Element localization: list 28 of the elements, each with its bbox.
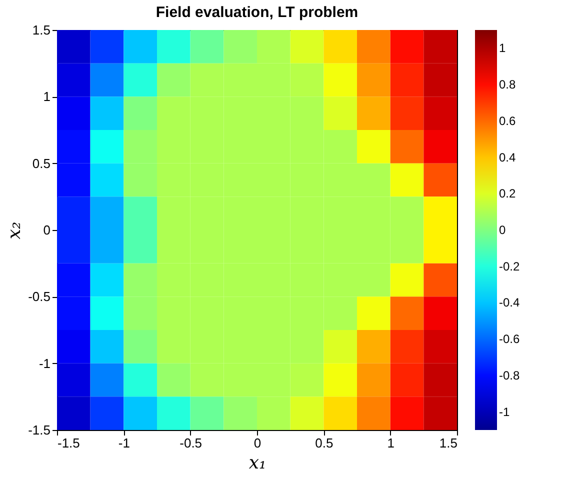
x-tick-label: -1.5 xyxy=(58,436,80,450)
x-tick-label: 0.5 xyxy=(315,436,334,450)
y-tick-label: -1 xyxy=(38,356,50,371)
x-tick-label: -0.5 xyxy=(180,436,202,450)
color-bar-label: -0.8 xyxy=(499,368,520,382)
color-bar-label: 0.8 xyxy=(499,78,516,92)
y-axis-title: x₂ xyxy=(4,222,26,240)
color-bar-label: 1 xyxy=(499,41,506,56)
color-bar-label: -0.6 xyxy=(499,332,520,346)
x-tick-label: -1 xyxy=(118,436,130,450)
color-bar-label: -1 xyxy=(499,404,510,419)
y-tick-label: 1.5 xyxy=(32,22,50,38)
y-tick-label: 0.5 xyxy=(32,156,50,171)
y-tick-label: 0 xyxy=(43,222,50,238)
x-tick-label: 1.5 xyxy=(439,436,458,450)
color-bar-label: 0.2 xyxy=(499,186,516,201)
y-tick-label: 1 xyxy=(43,89,50,104)
color-bar-label: 0 xyxy=(499,223,506,237)
color-bar-label: -0.2 xyxy=(499,259,520,274)
color-bar-label: 0.6 xyxy=(499,114,516,128)
x-axis-title: x₁ xyxy=(248,452,266,474)
y-tick-label: -1.5 xyxy=(28,422,50,438)
chart-title: Field evaluation, LT problem xyxy=(156,4,358,21)
color-bar-label: 0.4 xyxy=(499,150,516,164)
x-tick-label: 0 xyxy=(254,436,262,450)
x-tick-label: 1 xyxy=(387,436,394,450)
y-tick-label: -0.5 xyxy=(28,289,50,304)
color-bar-label: -0.4 xyxy=(499,296,520,310)
